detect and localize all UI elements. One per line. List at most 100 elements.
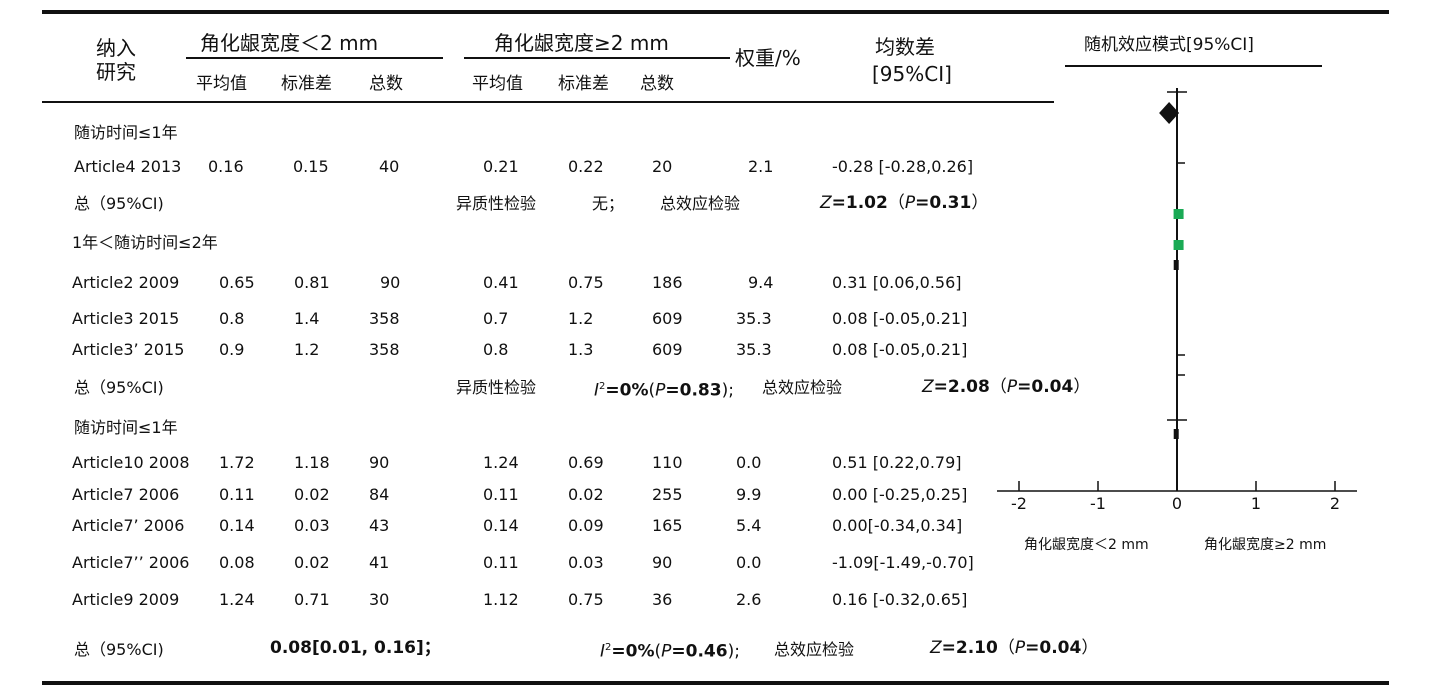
sd-2: 0.03 xyxy=(568,553,604,572)
subgroup-title: 随访时间≤1年 xyxy=(74,123,178,142)
mean-difference-ci: 0.08 [-0.05,0.21] xyxy=(832,340,968,359)
total-2: 609 xyxy=(652,340,683,359)
total-1: 43 xyxy=(369,516,390,535)
weight: 9.4 xyxy=(748,273,774,292)
i2-statistic: I2=0%(P=0.46); xyxy=(600,638,740,662)
total-1: 90 xyxy=(380,273,401,292)
z-statistic: Z=2.08（P=0.04） xyxy=(922,377,1090,397)
header-weight: 权重/% xyxy=(735,46,801,70)
mean-2: 0.8 xyxy=(483,340,509,359)
sd-2: 1.2 xyxy=(568,309,594,328)
mean-1: 0.8 xyxy=(219,309,245,328)
pooled-effect-diamond xyxy=(1159,102,1180,124)
mean-1: 0.14 xyxy=(219,516,255,535)
mean-1: 0.16 xyxy=(208,157,244,176)
mean-2: 0.11 xyxy=(483,485,519,504)
p-symbol: P xyxy=(1014,638,1026,658)
mean-2: 0.11 xyxy=(483,553,519,572)
p-symbol: P xyxy=(904,193,916,213)
p-value: =0.31 xyxy=(915,193,972,213)
x-tick-label: 0 xyxy=(1172,494,1182,513)
plot-title: 随机效应模式[95%CI] xyxy=(1084,35,1254,55)
sd-2: 0.69 xyxy=(568,453,604,472)
mean-difference-ci: 0.00[-0.34,0.34] xyxy=(832,516,963,535)
header-sd-1: 标准差 xyxy=(281,74,332,94)
heterogeneity-label: 异质性检验 xyxy=(456,194,537,213)
weight: 2.6 xyxy=(736,590,762,609)
study-name: Article10 2008 xyxy=(72,453,190,472)
mean-difference-ci: 0.51 [0.22,0.79] xyxy=(832,453,962,472)
study-effect-marker xyxy=(1173,240,1184,250)
p-symbol: P xyxy=(1006,377,1018,397)
sd-2: 0.22 xyxy=(568,157,604,176)
total-1: 358 xyxy=(369,340,400,359)
sd-2: 0.75 xyxy=(568,590,604,609)
mean-1: 0.9 xyxy=(219,340,245,359)
header-mean-2: 平均值 xyxy=(472,74,523,94)
header-study-line1: 纳入 xyxy=(96,36,136,60)
total-2: 186 xyxy=(652,273,683,292)
total-label: 总（95%CI) xyxy=(74,378,164,397)
total-1: 90 xyxy=(369,453,390,472)
mean-difference-ci: 0.08 [-0.05,0.21] xyxy=(832,309,968,328)
z-symbol: Z xyxy=(930,638,942,658)
mean-1: 0.11 xyxy=(219,485,255,504)
bottom-rule xyxy=(42,681,1389,685)
mean-2: 0.14 xyxy=(483,516,519,535)
sd-1: 1.18 xyxy=(294,453,330,472)
total-1: 30 xyxy=(369,590,390,609)
heterogeneity-value: 无； xyxy=(592,194,625,213)
header-bottom-rule xyxy=(42,101,1054,103)
sd-2: 1.3 xyxy=(568,340,594,359)
mean-difference-ci: -0.28 [-0.28,0.26] xyxy=(832,157,974,176)
heterogeneity-label: 异质性检验 xyxy=(456,378,537,397)
total-2: 20 xyxy=(652,157,673,176)
header-total-1: 总数 xyxy=(369,74,403,94)
overall-effect-label: 总效应检验 xyxy=(660,194,741,213)
total-2: 36 xyxy=(652,590,673,609)
plot-title-underline xyxy=(1065,65,1322,67)
x-tick-label: 1 xyxy=(1251,494,1261,513)
header-study-line2: 研究 xyxy=(96,60,136,84)
weight: 0.0 xyxy=(736,453,762,472)
mean-difference-ci: 0.31 [0.06,0.56] xyxy=(832,273,962,292)
weight: 35.3 xyxy=(736,309,772,328)
weight: 0.0 xyxy=(736,553,762,572)
p1-close: ); xyxy=(727,641,740,662)
mean-2: 0.21 xyxy=(483,157,519,176)
total-2: 165 xyxy=(652,516,683,535)
x-tick-label: -2 xyxy=(1011,494,1027,513)
sd-1: 0.02 xyxy=(294,485,330,504)
sd-1: 0.15 xyxy=(293,157,329,176)
z-symbol: Z xyxy=(820,193,832,213)
right-direction-label: 角化龈宽度≥2 mm xyxy=(1204,536,1326,553)
total-label: 总（95%CI) xyxy=(74,640,164,659)
i2-superscript: 2 xyxy=(599,381,606,392)
weight: 9.9 xyxy=(736,485,762,504)
p-close: ） xyxy=(1073,377,1091,397)
total-1: 41 xyxy=(369,553,390,572)
z-statistic: Z=1.02（P=0.31） xyxy=(820,193,988,213)
top-rule xyxy=(42,10,1389,14)
header-sd-2: 标准差 xyxy=(558,74,609,94)
sd-1: 0.02 xyxy=(294,553,330,572)
overall-effect-label: 总效应检验 xyxy=(774,640,855,659)
study-name: Article7’ 2006 xyxy=(72,516,185,535)
p1-value: =0.83 xyxy=(665,380,722,401)
header-md-line2: [95%CI] xyxy=(872,62,952,86)
sd-2: 0.02 xyxy=(568,485,604,504)
z-value: =1.02 xyxy=(831,193,888,213)
study-effect-marker xyxy=(1173,260,1179,270)
header-group2: 角化龈宽度≥2 mm xyxy=(494,31,669,55)
mean-1: 1.24 xyxy=(219,590,255,609)
study-effect-marker xyxy=(1173,209,1184,219)
total-2: 255 xyxy=(652,485,683,504)
p-value: =0.04 xyxy=(1025,638,1082,658)
mean-difference-ci: -1.09[-1.49,-0.70] xyxy=(832,553,974,572)
total-1: 84 xyxy=(369,485,390,504)
sd-1: 0.03 xyxy=(294,516,330,535)
study-name: Article3’ 2015 xyxy=(72,340,185,359)
z-value: =2.10 xyxy=(941,638,998,658)
z-symbol: Z xyxy=(922,377,934,397)
